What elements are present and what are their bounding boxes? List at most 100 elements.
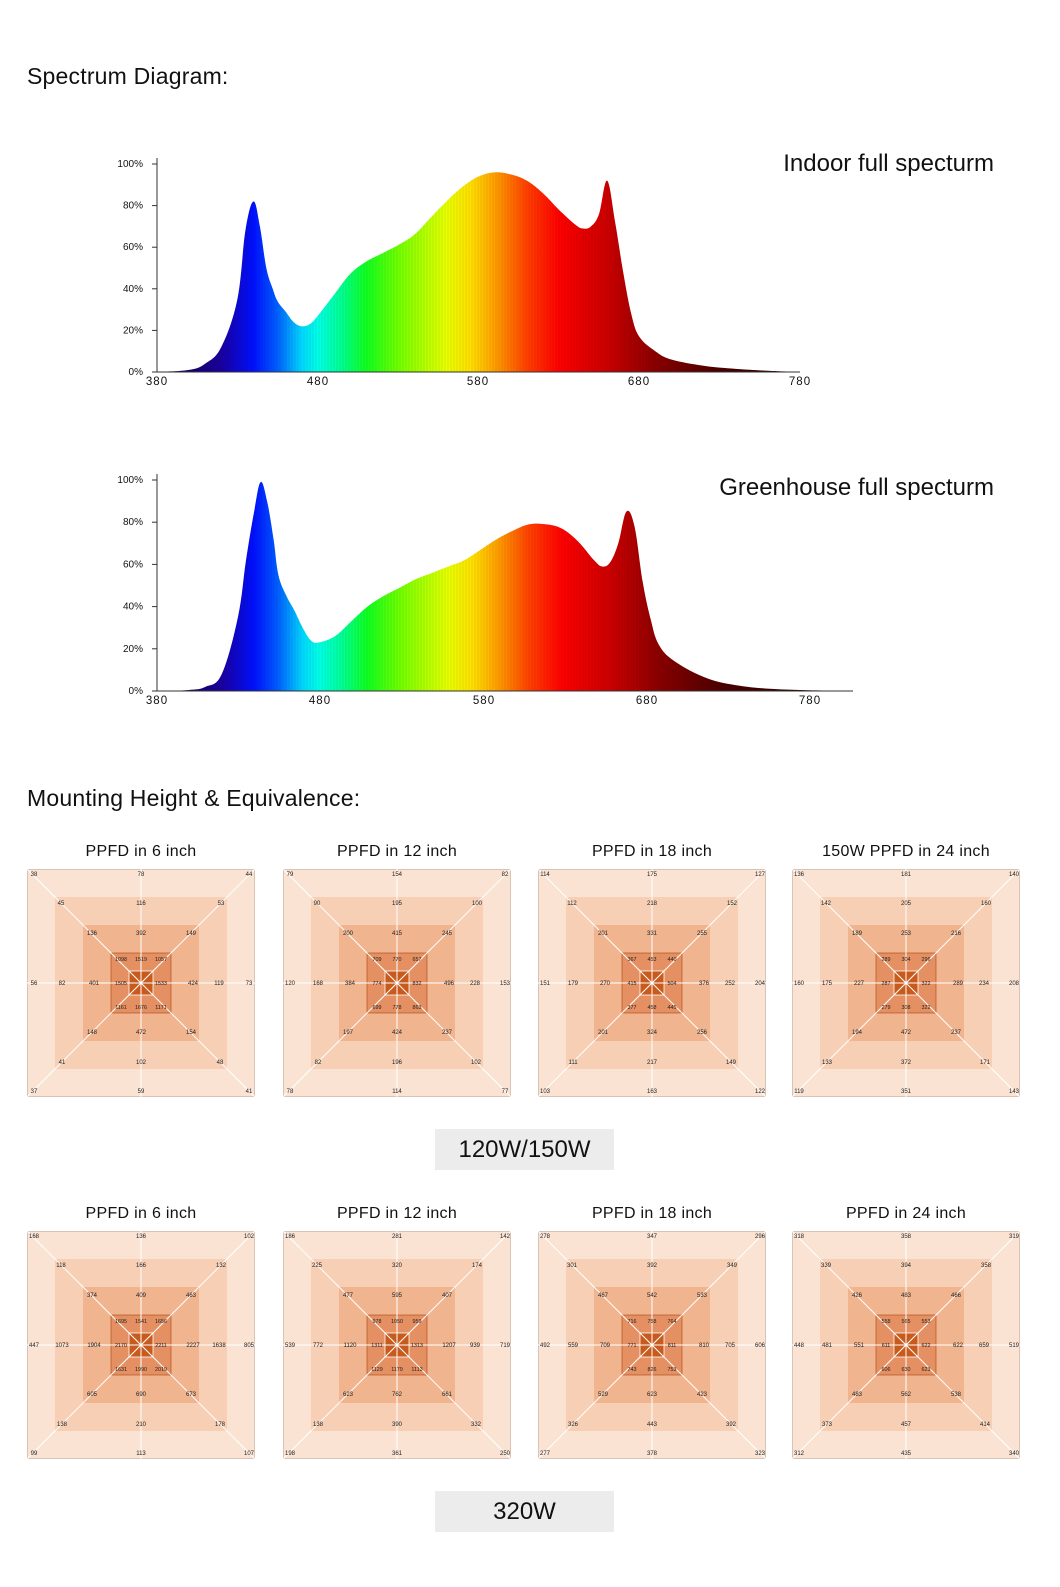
indoor-spectrum-title: Indoor full specturm bbox=[783, 150, 994, 177]
ppfd-map: 318 358 319 448 519 312 435 340 339 394 358 481 659 3… bbox=[792, 1231, 1020, 1459]
ppfd-value: 716 bbox=[628, 1319, 637, 1325]
ppfd-value: 250 bbox=[500, 1451, 511, 1457]
ppfd-value: 709 bbox=[373, 957, 382, 963]
ppfd-map: 38 78 44 56 73 37 59 41 45 116 53 82 119 41 102 48 136 39… bbox=[27, 869, 255, 1097]
ppfd-title: PPFD in 6 inch bbox=[85, 1205, 197, 1222]
ppfd-value: 179 bbox=[568, 981, 579, 987]
x-tick-label: 780 bbox=[799, 695, 821, 707]
ppfd-value: 529 bbox=[598, 1392, 609, 1398]
ppfd-value: 771 bbox=[628, 1343, 637, 1349]
ppfd-value: 622 bbox=[953, 1343, 964, 1349]
ppfd-value: 659 bbox=[979, 1343, 990, 1349]
ppfd-value: 772 bbox=[313, 1343, 324, 1349]
ppfd-value: 45 bbox=[58, 901, 65, 907]
ppfd-cell: PPFD in 18 inch 114 175 127 151 204 103 163 122 1… bbox=[538, 843, 766, 1099]
ppfd-value: 332 bbox=[471, 1422, 482, 1428]
ppfd-value: 978 bbox=[373, 1319, 382, 1325]
ppfd-value: 41 bbox=[59, 1060, 66, 1066]
ppfd-value: 606 bbox=[882, 1367, 891, 1373]
ppfd-value: 217 bbox=[647, 1060, 658, 1066]
ppfd-value: 308 bbox=[902, 1005, 911, 1011]
ppfd-value: 622 bbox=[922, 1343, 931, 1349]
ppfd-value: 73 bbox=[246, 981, 253, 987]
ppfd-value: 415 bbox=[392, 931, 403, 937]
ppfd-value: 373 bbox=[822, 1422, 833, 1428]
ppfd-value: 623 bbox=[343, 1392, 354, 1398]
ppfd-value: 56 bbox=[31, 981, 38, 987]
ppfd-value: 178 bbox=[215, 1422, 226, 1428]
ppfd-value: 1505 bbox=[115, 981, 127, 987]
ppfd-value: 116 bbox=[136, 901, 146, 907]
ppfd-value: 138 bbox=[313, 1422, 324, 1428]
greenhouse-spectrum-title: Greenhouse full specturm bbox=[719, 474, 994, 501]
ppfd-value: 312 bbox=[794, 1451, 805, 1457]
y-tick-label: 60% bbox=[123, 559, 143, 570]
y-tick-label: 100% bbox=[117, 475, 143, 486]
ppfd-cell: PPFD in 6 inch 168 136 102 447 805 99 113 107 118… bbox=[27, 1205, 255, 1461]
spectrum-area bbox=[157, 172, 800, 372]
ppfd-value: 447 bbox=[29, 1343, 40, 1349]
ppfd-value: 1533 bbox=[155, 981, 167, 987]
ppfd-cell: 150W PPFD in 24 inch 136 181 140 160 208 119 35… bbox=[792, 843, 1020, 1099]
ppfd-value: 278 bbox=[540, 1234, 551, 1240]
x-tick-label: 580 bbox=[467, 376, 489, 388]
ppfd-value: 318 bbox=[794, 1234, 805, 1240]
ppfd-value: 1638 bbox=[212, 1343, 226, 1349]
ppfd-value: 863 bbox=[413, 1005, 422, 1011]
ppfd-value: 551 bbox=[854, 1343, 865, 1349]
ppfd-value: 467 bbox=[598, 1293, 609, 1299]
ppfd-value: 394 bbox=[901, 1263, 912, 1269]
ppfd-value: 38 bbox=[31, 872, 38, 878]
ppfd-value: 181 bbox=[901, 872, 912, 878]
ppfd-value: 1073 bbox=[55, 1343, 69, 1349]
ppfd-value: 151 bbox=[540, 981, 551, 987]
x-tick-label: 780 bbox=[789, 376, 811, 388]
ppfd-value: 113 bbox=[136, 1451, 146, 1457]
ppfd-value: 102 bbox=[471, 1060, 482, 1066]
ppfd-value: 440 bbox=[668, 957, 677, 963]
ppfd-value: 112 bbox=[567, 901, 577, 907]
ppfd-value: 2211 bbox=[155, 1343, 167, 1349]
y-tick-label: 20% bbox=[123, 644, 143, 655]
ppfd-value: 171 bbox=[980, 1060, 991, 1066]
ppfd-value: 153 bbox=[500, 981, 511, 987]
y-tick-label: 0% bbox=[129, 686, 144, 697]
ppfd-value: 1113 bbox=[411, 1367, 422, 1373]
ppfd-value: 623 bbox=[647, 1392, 658, 1398]
ppfd-value: 296 bbox=[922, 957, 931, 963]
ppfd-value: 623 bbox=[922, 1367, 931, 1373]
ppfd-cell: PPFD in 6 inch 38 78 44 56 73 37 59 41 45 116 53 82 1… bbox=[27, 843, 255, 1099]
ppfd-cell: PPFD in 12 inch 186 281 142 539 719 198 361 250 2… bbox=[283, 1205, 511, 1461]
ppfd-value: 453 bbox=[648, 957, 657, 963]
ppfd-value: 445 bbox=[668, 1005, 677, 1011]
ppfd-value: 234 bbox=[979, 981, 990, 987]
ppfd-value: 758 bbox=[648, 1319, 657, 1325]
ppfd-value: 194 bbox=[852, 1030, 863, 1036]
ppfd-title: PPFD in 18 inch bbox=[591, 1205, 713, 1222]
ppfd-value: 611 bbox=[882, 1343, 891, 1349]
ppfd-value: 553 bbox=[922, 1319, 931, 1325]
ppfd-value: 304 bbox=[902, 957, 911, 963]
spectrum-chart-indoor: 0% 20% 40% 60% 80% 100% 380 480 580 680 780 Indoor… bbox=[0, 150, 1060, 400]
ppfd-value: 2227 bbox=[186, 1343, 200, 1349]
ppfd-value: 805 bbox=[244, 1343, 255, 1349]
y-tick-label: 40% bbox=[123, 284, 143, 295]
ppfd-value: 148 bbox=[87, 1030, 98, 1036]
y-tick-label: 60% bbox=[123, 242, 143, 253]
ppfd-map: 278 347 296 492 606 277 378 323 301 392 349 559 705 3… bbox=[538, 1231, 766, 1459]
ppfd-value: 539 bbox=[285, 1343, 296, 1349]
x-tick-label: 680 bbox=[628, 376, 650, 388]
ppfd-value: 595 bbox=[392, 1293, 403, 1299]
ppfd-value: 1904 bbox=[87, 1343, 101, 1349]
ppfd-value: 319 bbox=[1009, 1234, 1020, 1240]
ppfd-value: 472 bbox=[901, 1030, 912, 1036]
ppfd-value: 826 bbox=[648, 1367, 657, 1373]
ppfd-value: 1990 bbox=[135, 1367, 147, 1373]
ppfd-value: 277 bbox=[540, 1451, 551, 1457]
ppfd-value: 1120 bbox=[344, 1343, 358, 1349]
ppfd-value: 1057 bbox=[155, 957, 167, 963]
ppfd-value: 120 bbox=[285, 981, 296, 987]
mounting-section-title: Mounting Height & Equivalence: bbox=[27, 785, 361, 811]
ppfd-value: 448 bbox=[794, 1343, 805, 1349]
ppfd-value: 204 bbox=[755, 981, 766, 987]
